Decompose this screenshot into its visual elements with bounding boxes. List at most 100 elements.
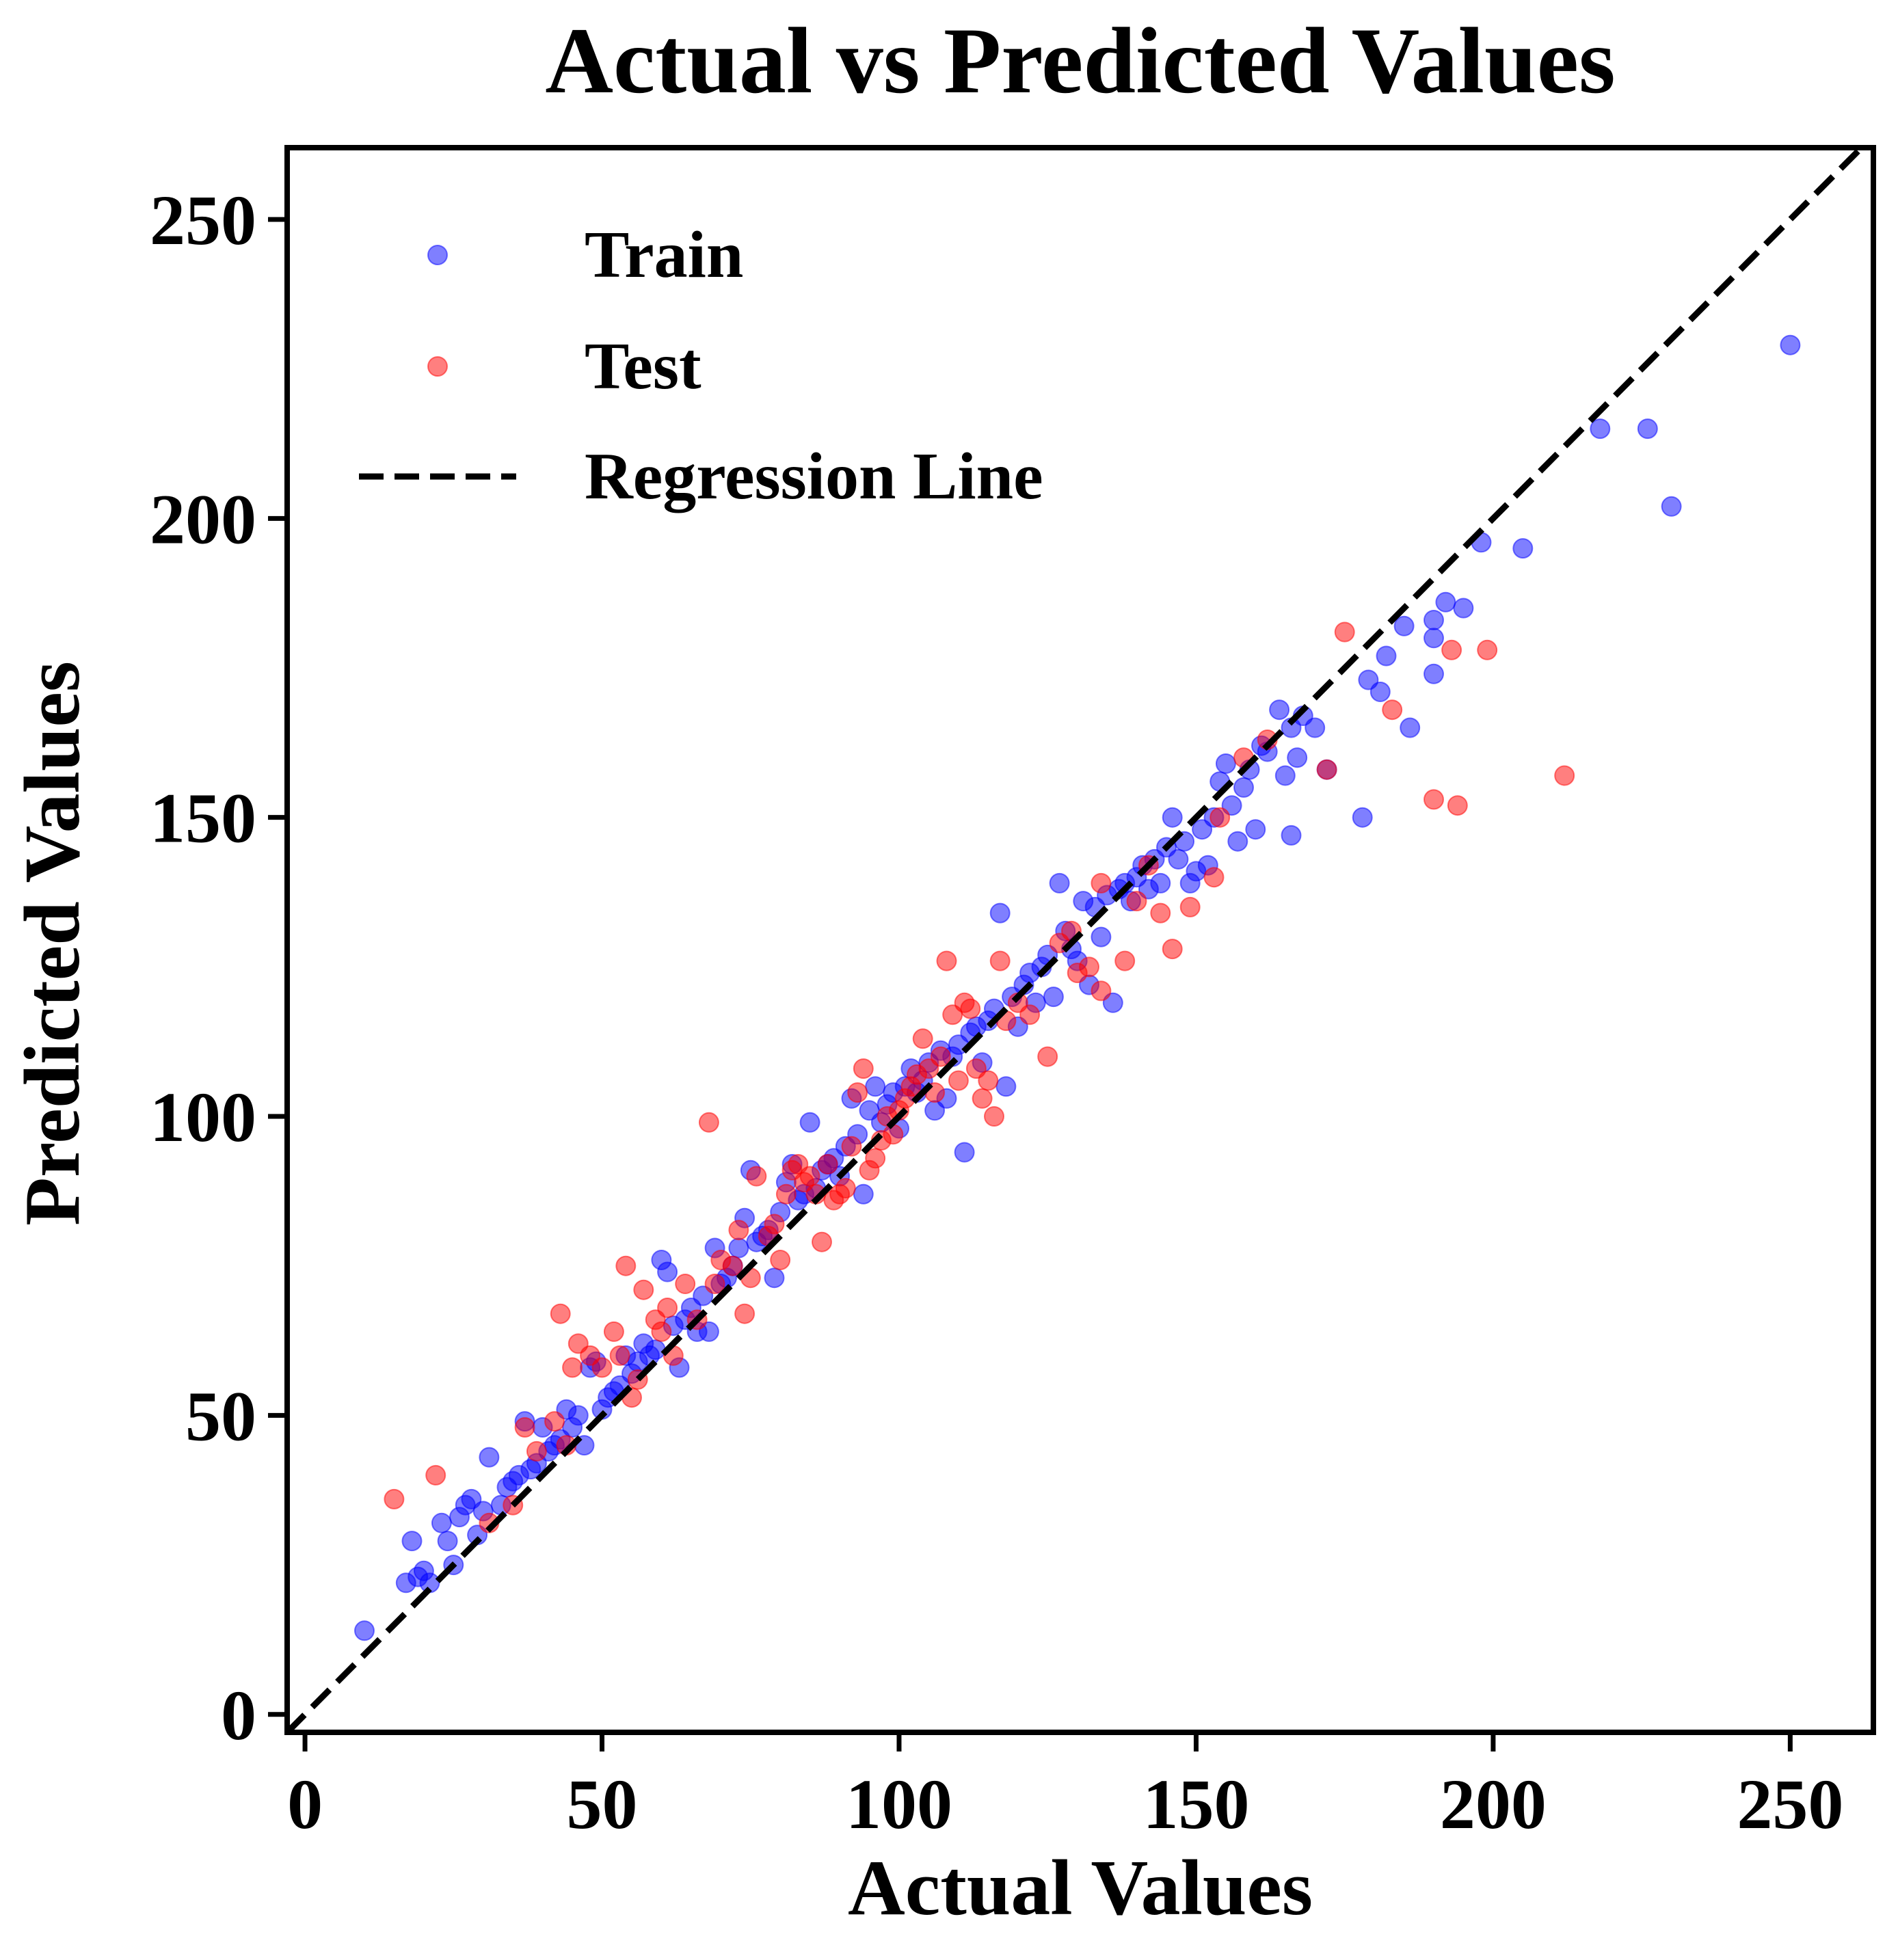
test-point — [550, 1303, 571, 1324]
train-point — [865, 1076, 886, 1097]
test-point — [883, 1124, 904, 1145]
test-point — [978, 1070, 999, 1091]
x-tick-label: 50 — [567, 1765, 638, 1844]
test-point — [1114, 950, 1136, 971]
test-point — [936, 950, 957, 971]
test-point — [704, 1274, 725, 1294]
test-point — [734, 1303, 756, 1324]
train-point — [437, 1531, 458, 1552]
train-point — [431, 1512, 452, 1533]
plot-area-frame — [284, 145, 1876, 1735]
x-tick-label: 150 — [1142, 1765, 1249, 1844]
test-point — [728, 1220, 749, 1241]
test-point — [1382, 699, 1403, 721]
test-point — [562, 1357, 583, 1378]
train-point — [1215, 753, 1236, 774]
test-point — [1477, 639, 1498, 660]
legend-test-marker — [427, 356, 448, 377]
test-point — [384, 1488, 405, 1509]
train-point — [1453, 598, 1474, 619]
test-point — [514, 1417, 535, 1438]
legend-regression-line-label: Regression Line — [585, 440, 1043, 513]
test-point — [1179, 896, 1201, 917]
regression-line-layer — [287, 148, 1866, 1732]
train-point — [853, 1183, 874, 1205]
train-point — [401, 1531, 423, 1552]
test-point — [425, 1464, 446, 1486]
x-axis-ticks: 0 50 100 150 200 250 — [287, 1732, 1843, 1844]
test-point — [1150, 902, 1171, 924]
test-point — [615, 1255, 637, 1276]
test-point — [948, 1070, 969, 1091]
train-point — [645, 1339, 666, 1360]
test-point — [1162, 939, 1183, 960]
train-point — [1424, 628, 1444, 649]
train-point — [1049, 872, 1070, 894]
test-point — [865, 1148, 886, 1169]
train-point — [1661, 496, 1682, 517]
test-point — [1209, 807, 1231, 828]
train-point — [1162, 807, 1183, 828]
test-point — [775, 1183, 797, 1205]
test-point — [609, 1345, 630, 1366]
test-point — [1019, 1004, 1041, 1025]
legend-train-label: Train — [585, 218, 743, 292]
train-point — [354, 1620, 375, 1641]
x-tick-label: 200 — [1440, 1765, 1547, 1844]
test-point — [1037, 1046, 1058, 1067]
train-point — [1424, 663, 1444, 684]
train-point — [1780, 334, 1801, 355]
test-point — [770, 1250, 791, 1270]
test-point — [698, 1112, 719, 1133]
test-point — [812, 1231, 832, 1252]
test-point — [1554, 765, 1575, 786]
test-point — [1316, 759, 1337, 780]
train-point — [799, 1112, 820, 1133]
series-test — [384, 621, 1575, 1533]
train-point — [764, 1267, 785, 1289]
train-point — [1274, 765, 1296, 786]
x-axis-label: Actual Values — [848, 1844, 1313, 1932]
train-point — [1376, 645, 1397, 667]
train-point — [1233, 777, 1254, 798]
train-point — [1168, 848, 1189, 870]
test-point — [675, 1274, 696, 1294]
test-point — [764, 1213, 785, 1235]
test-point — [1424, 789, 1444, 810]
points-layer — [354, 334, 1801, 1641]
test-point — [1091, 980, 1112, 1002]
train-point — [1043, 986, 1064, 1008]
train-point — [1637, 418, 1658, 440]
test-point — [972, 1088, 993, 1109]
y-axis-label: Predicted Values — [9, 661, 96, 1226]
train-point — [1424, 610, 1444, 630]
train-point — [479, 1447, 500, 1468]
test-point — [1091, 872, 1112, 894]
y-tick-label: 100 — [150, 1078, 256, 1157]
test-point — [591, 1357, 613, 1378]
legend-test-label: Test — [585, 330, 701, 403]
test-point — [1079, 956, 1099, 978]
chart-title: Actual vs Predicted Values — [545, 8, 1615, 113]
train-point — [1287, 747, 1308, 768]
train-point — [995, 1076, 1017, 1097]
test-point — [989, 950, 1011, 971]
train-point — [1512, 538, 1534, 559]
test-point — [746, 1166, 767, 1187]
train-point — [954, 1142, 975, 1163]
train-point — [1369, 682, 1391, 702]
train-point — [1091, 926, 1112, 948]
train-point — [657, 1261, 678, 1283]
test-point — [930, 1046, 951, 1067]
legend: Train Test Regression Line — [359, 218, 1043, 513]
test-point — [1447, 795, 1468, 816]
train-point — [1590, 418, 1611, 440]
test-point — [853, 1058, 874, 1079]
train-point — [1435, 591, 1456, 613]
train-point — [1352, 807, 1373, 828]
train-point — [1400, 717, 1421, 738]
train-point — [1150, 872, 1171, 894]
train-point — [1305, 717, 1326, 738]
test-point — [841, 1136, 862, 1157]
y-tick-label: 250 — [150, 181, 256, 260]
